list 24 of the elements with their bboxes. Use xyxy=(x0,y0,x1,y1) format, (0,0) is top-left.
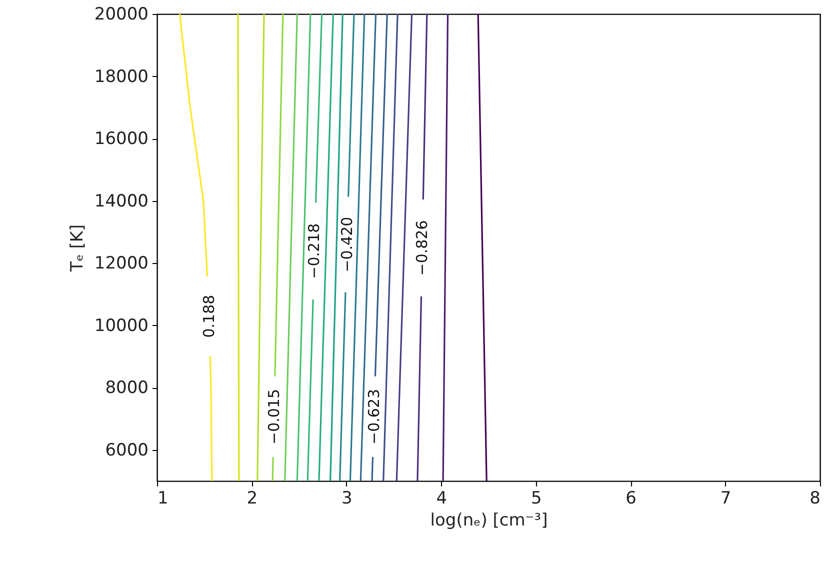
y-tick-label: 16000 xyxy=(94,129,148,150)
y-tick-label: 8000 xyxy=(105,378,148,398)
x-tick-label: 7 xyxy=(720,488,732,508)
x-tick-label: 6 xyxy=(626,488,636,508)
x-tick-label: 2 xyxy=(246,488,258,508)
text: −0.623 xyxy=(364,388,383,444)
y-tick-label: 6000 xyxy=(105,440,148,460)
y-axis-title: Tₑ [K] xyxy=(67,224,88,273)
text: −0.218 xyxy=(305,223,324,279)
text: −0.826 xyxy=(413,220,432,276)
text: −0.420 xyxy=(338,216,356,272)
y-tick-label: 18000 xyxy=(94,66,148,87)
x-tick-label: 3 xyxy=(342,488,352,508)
x-tick-label: 5 xyxy=(530,488,542,508)
x-axis-title: log(nₑ) [cm⁻³] xyxy=(430,510,548,530)
text: 0.188 xyxy=(200,294,218,338)
y-tick-label: 12000 xyxy=(94,254,148,274)
y-tick-label: 20000 xyxy=(94,4,148,24)
y-tick-label: 10000 xyxy=(94,316,148,336)
x-tick-label: 8 xyxy=(810,488,820,508)
x-tick-label: 4 xyxy=(436,488,448,508)
x-tick-label: 1 xyxy=(158,488,168,508)
text: −0.015 xyxy=(264,388,283,444)
y-tick-label: 14000 xyxy=(94,191,148,212)
